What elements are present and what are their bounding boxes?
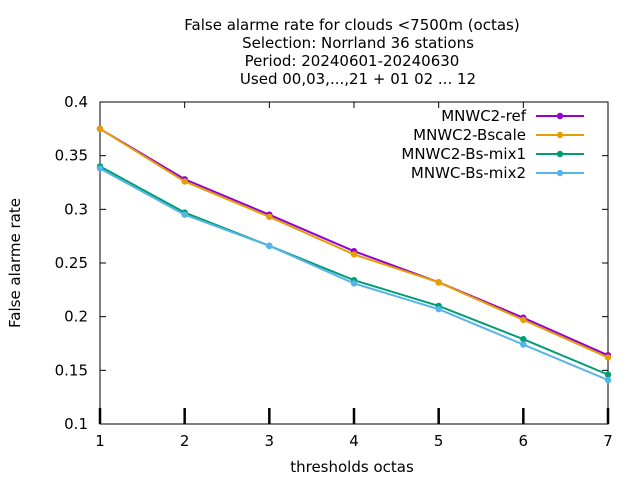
legend-marker (556, 131, 564, 139)
plot-border (99, 101, 609, 425)
axis-ticks (98, 101, 610, 425)
title-line-4: Used 00,03,...,21 + 01 02 ... 12 (240, 70, 476, 88)
data-point (520, 336, 527, 343)
chart-title: False alarme rate for clouds <7500m (oct… (184, 16, 519, 88)
x-tick-label: 6 (519, 432, 529, 450)
data-point (604, 376, 612, 384)
legend-marker (556, 112, 564, 120)
y-tick-label: 0.35 (55, 147, 88, 165)
legend-marker (556, 169, 564, 177)
data-point (604, 371, 612, 378)
data-point (96, 125, 104, 133)
series-line (99, 165, 609, 376)
y-tick-label: 0.25 (55, 254, 88, 272)
data-point (435, 305, 442, 313)
legend-marker (556, 150, 564, 158)
data-point (350, 251, 358, 258)
series-line (99, 167, 609, 381)
data-point (520, 341, 527, 348)
data-point (96, 165, 104, 172)
series-line (99, 127, 609, 359)
x-tick-label: 7 (603, 432, 613, 450)
data-point (266, 213, 273, 221)
data-point (520, 316, 527, 324)
legend-label: MNWC2-ref (441, 107, 526, 125)
legend-label: MNWC-Bs-mix2 (411, 164, 526, 182)
y-tick-label: 0.2 (64, 308, 88, 326)
x-tick-label: 2 (180, 432, 190, 450)
title-line-2: Selection: Norrland 36 stations (242, 34, 474, 52)
y-tick-label: 0.1 (64, 415, 88, 433)
x-axis-label: thresholds octas (290, 458, 414, 476)
data-point (181, 178, 188, 185)
legend-label: MNWC2-Bscale (413, 126, 526, 144)
data-point (435, 279, 442, 286)
y-tick-label: 0.3 (64, 200, 88, 218)
y-tick-label: 0.4 (64, 93, 88, 111)
data-point (350, 280, 358, 287)
legend: MNWC2-refMNWC2-BscaleMNWC2-Bs-mix1MNWC-B… (401, 107, 584, 182)
x-tick-label: 3 (265, 432, 275, 450)
tick-labels: 0.1 0.15 0.2 0.25 0.3 0.35 0.4 1 2 3 4 5 6 7 (55, 93, 613, 450)
legend-label: MNWC2-Bs-mix1 (401, 145, 526, 163)
x-tick-label: 1 (95, 432, 105, 450)
data-point (181, 211, 188, 218)
series-lines (96, 125, 612, 384)
title-line-1: False alarme rate for clouds <7500m (oct… (184, 16, 519, 34)
y-tick-label: 0.15 (55, 361, 88, 379)
x-tick-label: 5 (434, 432, 444, 450)
y-axis-label: False alarme rate (6, 198, 24, 328)
data-point (604, 354, 612, 361)
title-line-3: Period: 20240601-20240630 (245, 52, 460, 70)
series-line (99, 127, 609, 357)
data-point (266, 242, 273, 250)
x-tick-label: 4 (349, 432, 359, 450)
